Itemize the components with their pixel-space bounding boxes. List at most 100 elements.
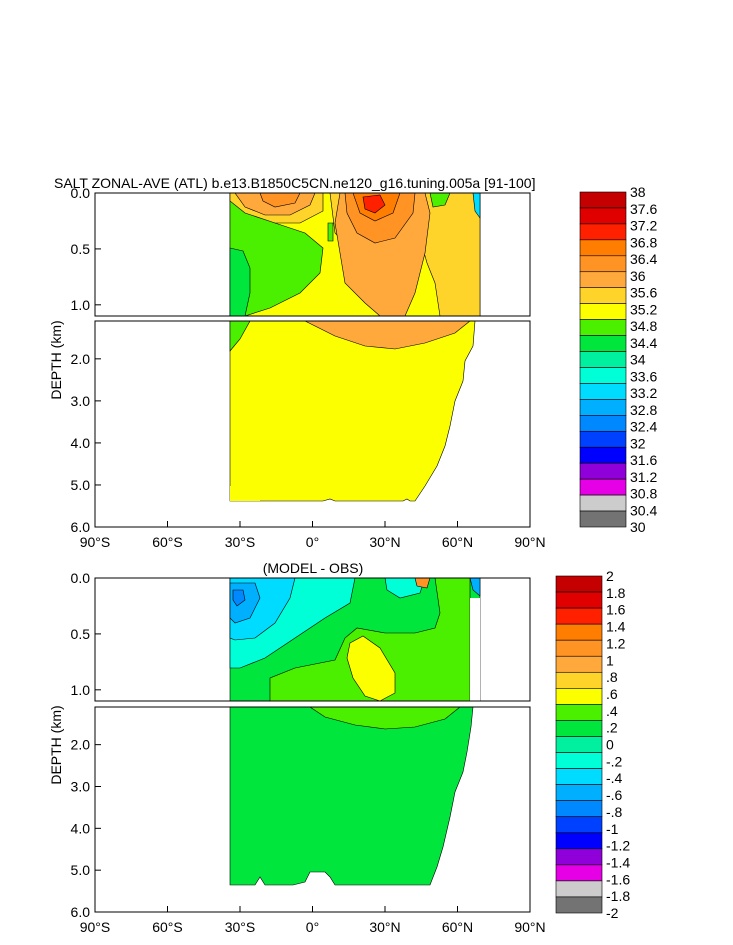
colorbar-swatch <box>579 335 627 352</box>
colorbar-swatch <box>579 351 627 368</box>
colorbar-swatch <box>579 255 627 273</box>
panel2-colorbar: 21.81.61.41.21.8.6.4.20-.2-.4-.6-.8-1-1.… <box>555 568 630 921</box>
panel2-ylabel: DEPTH (km) <box>48 705 64 784</box>
colorbar-label: 36.4 <box>630 251 657 267</box>
colorbar-swatch <box>579 399 627 416</box>
colorbar-swatch <box>555 816 603 834</box>
colorbar-label: 37.2 <box>630 218 657 234</box>
colorbar-label: 1.4 <box>606 619 626 635</box>
x-tick-label: 0° <box>306 919 319 935</box>
colorbar-label: 1.6 <box>606 602 626 618</box>
y-tick-label: 3.0 <box>71 393 91 409</box>
colorbar-swatch <box>555 607 603 625</box>
x-tick-label: 30°S <box>225 534 256 550</box>
colorbar-swatch <box>555 623 603 641</box>
colorbar-swatch <box>555 800 603 818</box>
colorbar-swatch <box>579 383 627 400</box>
colorbar-label: 33.6 <box>630 368 657 384</box>
panel2-title: (MODEL - OBS) <box>263 560 364 576</box>
p2u-cyan-north <box>384 578 426 599</box>
panel-salinity: SALT ZONAL-AVE (ATL) b.e13.B1850C5CN.ne1… <box>48 175 657 550</box>
p1u-north-max <box>362 194 386 214</box>
y-tick-label: 1.0 <box>71 682 91 698</box>
colorbar-label: -.8 <box>606 804 623 820</box>
y-tick-label: 0.0 <box>71 185 91 201</box>
panel1-y-ticks: 0.0 0.5 1.0 2.0 3.0 4.0 5.0 6.0 <box>71 185 101 535</box>
colorbar-label: 2 <box>606 568 614 584</box>
colorbar-label: .2 <box>606 720 618 736</box>
colorbar-label: 30.8 <box>630 486 657 502</box>
colorbar-swatch <box>555 880 603 898</box>
colorbar-label: 35.2 <box>630 301 657 317</box>
p1u-green-highlat <box>429 193 451 208</box>
colorbar-swatch <box>579 367 627 384</box>
panel2-x-ticks: 90°S 60°S 30°S 0° 30°N 60°N 90°N <box>80 906 546 935</box>
y-tick-label: 6.0 <box>71 904 91 920</box>
p1u-aaiw-core <box>229 247 251 316</box>
panel2-upper-plot <box>95 578 530 701</box>
x-tick-label: 60°S <box>152 919 183 935</box>
colorbar-swatch <box>555 655 603 673</box>
x-tick-label: 30°N <box>369 919 400 935</box>
x-tick-label: 60°N <box>442 919 473 935</box>
colorbar-label: 0 <box>606 737 614 753</box>
y-tick-label: 6.0 <box>71 519 91 535</box>
colorbar-swatch <box>579 191 627 209</box>
colorbar-label: 36 <box>630 268 646 284</box>
x-tick-label: 60°S <box>152 534 183 550</box>
p2l-green-top <box>309 707 461 730</box>
colorbar-swatch <box>555 832 603 850</box>
colorbar-swatch <box>579 287 627 304</box>
y-tick-label: 0.5 <box>71 241 91 257</box>
y-tick-label: 1.0 <box>71 297 91 313</box>
colorbar-label: -.4 <box>606 770 623 786</box>
colorbar-swatch <box>579 271 627 289</box>
colorbar-label: .8 <box>606 669 618 685</box>
x-tick-label: 90°S <box>80 919 111 935</box>
colorbar-label: 34.8 <box>630 318 657 334</box>
panel1-x-ticks: 90°S 60°S 30°S 0° 30°N 60°N 90°N <box>80 521 546 550</box>
colorbar-label: -1.4 <box>606 854 630 870</box>
colorbar-label: .6 <box>606 686 618 702</box>
x-tick-label: 0° <box>306 534 319 550</box>
colorbar-swatch <box>555 768 603 785</box>
y-tick-label: 2.0 <box>71 737 91 753</box>
x-tick-label: 90°S <box>80 534 111 550</box>
colorbar-swatch <box>555 639 603 657</box>
panel1-ylabel: DEPTH (km) <box>48 320 64 399</box>
panel-model-minus-obs: (MODEL - OBS) DEPTH (km) 0.0 0.5 1.0 2.0 3.0… <box>48 560 630 935</box>
colorbar-swatch <box>579 207 627 225</box>
colorbar-swatch <box>555 575 603 593</box>
colorbar-swatch <box>579 462 627 480</box>
colorbar-swatch <box>555 784 603 801</box>
y-tick-label: 0.5 <box>71 626 91 642</box>
p2u-core-south <box>232 589 246 607</box>
colorbar-label: -1.8 <box>606 888 630 904</box>
colorbar-label: 32.4 <box>630 419 657 435</box>
colorbar-swatch <box>555 704 603 721</box>
colorbar-label: 1.8 <box>606 585 626 601</box>
colorbar-swatch <box>579 303 627 320</box>
panel1-title: SALT ZONAL-AVE (ATL) b.e13.B1850C5CN.ne1… <box>54 175 535 191</box>
panel1-upper-plot <box>95 193 530 316</box>
colorbar-label: .4 <box>606 703 618 719</box>
y-tick-label: 4.0 <box>71 435 91 451</box>
colorbar-label: 32 <box>630 435 646 451</box>
colorbar-label: 34.4 <box>630 335 657 351</box>
colorbar-label: 36.8 <box>630 234 657 250</box>
colorbar-swatch <box>555 591 603 609</box>
colorbar-swatch <box>555 736 603 753</box>
colorbar-swatch <box>579 319 627 336</box>
p1l-bottom-left-shelf <box>230 486 260 501</box>
colorbar-swatch <box>555 688 603 705</box>
p1u-orange-south-core <box>259 193 301 208</box>
p1l-green-wedge <box>229 321 251 352</box>
colorbar-label: 30.4 <box>630 502 657 518</box>
p2u-orange-north <box>414 578 431 589</box>
colorbar-label: -1.6 <box>606 871 630 887</box>
colorbar-label: 35.6 <box>630 285 657 301</box>
colorbar-swatch <box>555 720 603 737</box>
p1l-orange-top <box>304 321 471 350</box>
colorbar-swatch <box>555 752 603 769</box>
